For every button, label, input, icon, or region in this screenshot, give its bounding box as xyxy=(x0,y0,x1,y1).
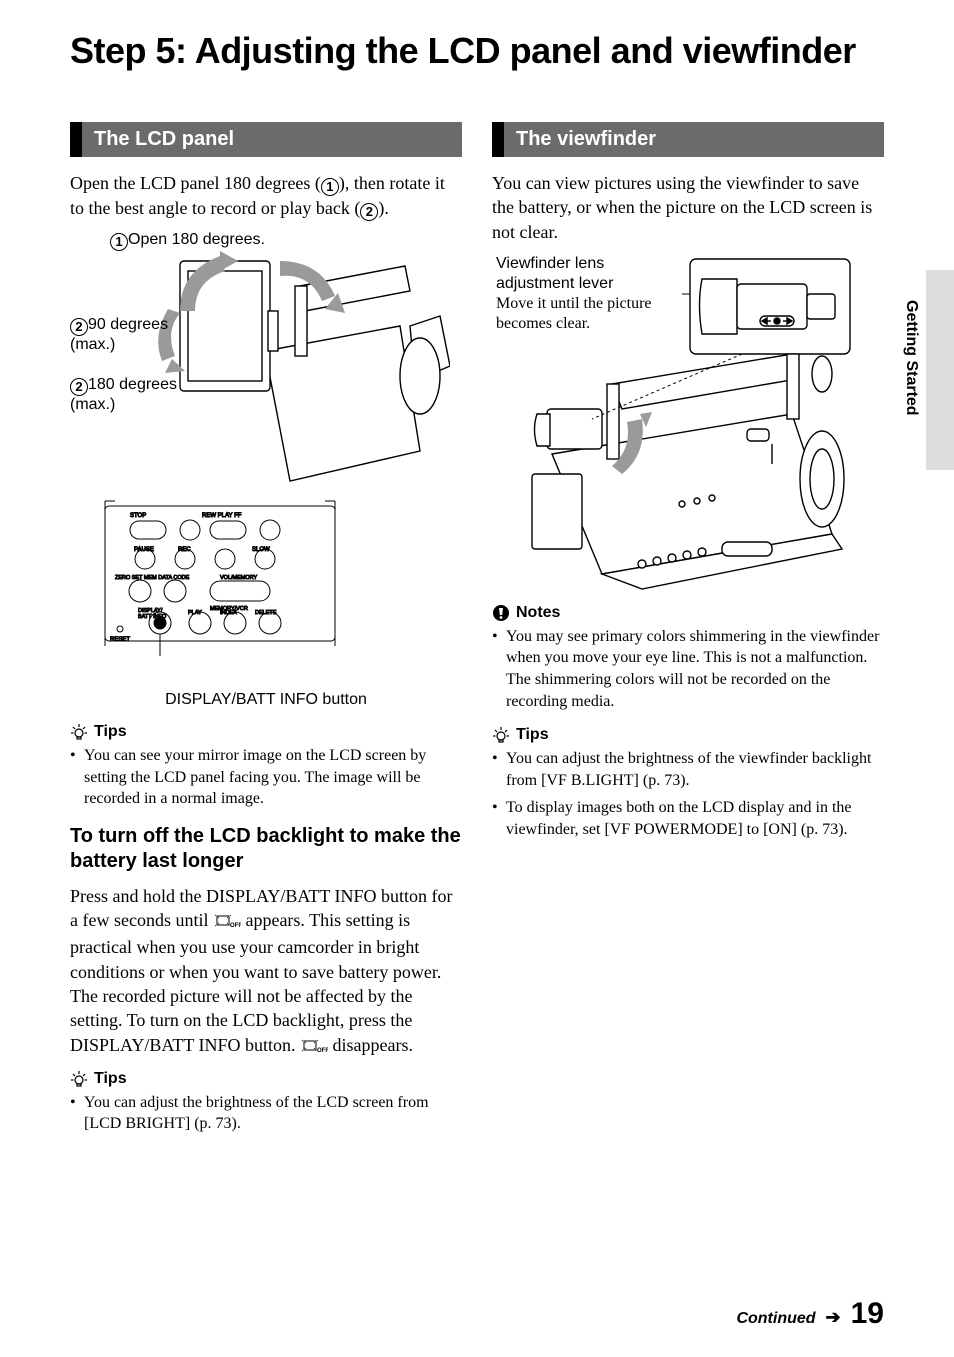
lcd-off-icon: OFF xyxy=(300,1036,328,1060)
svg-text:REW PLAY FF: REW PLAY FF xyxy=(202,513,242,519)
lcd-illustration-svg: RESET STOP REW PLAY FF PAUSE REC SLOW ZE… xyxy=(70,231,450,661)
annot-line: Viewfinder lens xyxy=(496,254,652,274)
text-fragment: Open the LCD panel 180 degrees ( xyxy=(70,173,321,193)
svg-text:PLAY: PLAY xyxy=(188,610,202,616)
tips-list-1: You can see your mirror image on the LCD… xyxy=(70,745,462,810)
viewfinder-figure: Viewfinder lens adjustment lever Move it… xyxy=(492,254,884,594)
tip-item: To display images both on the LCD displa… xyxy=(492,797,884,840)
continued-arrow-icon: ➔ xyxy=(826,1307,841,1328)
page-number: 19 xyxy=(851,1297,884,1331)
svg-text:MEMORY/VCR: MEMORY/VCR xyxy=(210,606,248,612)
lcd-figure: 1Open 180 degrees. 290 degrees (max.) 21… xyxy=(70,231,462,681)
tip-item: You can adjust the brightness of the LCD… xyxy=(70,1092,462,1135)
note-icon xyxy=(492,604,510,622)
tips-list-right: You can adjust the brightness of the vie… xyxy=(492,748,884,840)
continued-label: Continued xyxy=(736,1310,815,1328)
tip-item: You can see your mirror image on the LCD… xyxy=(70,745,462,810)
svg-text:OFF: OFF xyxy=(317,1048,328,1054)
svg-text:PAUSE: PAUSE xyxy=(134,547,154,553)
circled-2-icon: 2 xyxy=(360,203,378,221)
annot-180deg: 2180 degrees (max.) xyxy=(70,376,190,414)
svg-text:REC: REC xyxy=(178,547,191,553)
display-batt-caption: DISPLAY/BATT INFO button xyxy=(70,691,462,709)
annot-line: Move it until the picture xyxy=(496,294,652,314)
backlight-subheading: To turn off the LCD backlight to make th… xyxy=(70,824,462,874)
annot-lever: Viewfinder lens adjustment lever Move it… xyxy=(496,254,652,334)
page-footer: Continued ➔ 19 xyxy=(736,1297,884,1331)
tip-bulb-icon xyxy=(492,726,510,744)
tips-label: Tips xyxy=(516,726,549,744)
page-title: Step 5: Adjusting the LCD panel and view… xyxy=(70,30,884,72)
tip-item: You can adjust the brightness of the vie… xyxy=(492,748,884,791)
side-label: Getting Started xyxy=(902,300,920,416)
tips-list-2: You can adjust the brightness of the LCD… xyxy=(70,1092,462,1135)
svg-text:VOL/MEMORY: VOL/MEMORY xyxy=(220,575,258,581)
svg-text:DELETE: DELETE xyxy=(255,610,277,616)
text-fragment: ). xyxy=(378,198,389,218)
text-fragment: appears. This setting is practical when … xyxy=(70,910,441,1054)
annot-line: adjustment lever xyxy=(496,274,652,294)
right-column: The viewfinder You can view pictures usi… xyxy=(492,122,884,1149)
svg-text:ZERO SET MEM DATA CODE: ZERO SET MEM DATA CODE xyxy=(115,575,190,581)
tips-label: Tips xyxy=(94,723,127,741)
note-item: You may see primary colors shimmering in… xyxy=(492,626,884,712)
section-heading-lcd: The LCD panel xyxy=(70,122,462,157)
backlight-paragraph: Press and hold the DISPLAY/BATT INFO but… xyxy=(70,884,462,1060)
lcd-off-icon: OFF xyxy=(213,911,241,935)
text-fragment: disappears. xyxy=(328,1035,413,1055)
annot-open-180: 1Open 180 degrees. xyxy=(110,231,265,251)
two-column-layout: The LCD panel Open the LCD panel 180 deg… xyxy=(70,122,884,1149)
annot-text: Open 180 degrees. xyxy=(128,231,265,248)
tips-heading: Tips xyxy=(492,726,884,744)
notes-label: Notes xyxy=(516,604,560,622)
svg-text:SLOW: SLOW xyxy=(252,547,270,553)
circled-1-icon: 1 xyxy=(321,178,339,196)
tips-heading: Tips xyxy=(70,723,462,741)
side-tab xyxy=(926,270,954,470)
annot-90deg: 290 degrees (max.) xyxy=(70,316,180,354)
annot-line: becomes clear. xyxy=(496,314,652,334)
circled-2-icon: 2 xyxy=(70,318,88,336)
section-heading-viewfinder: The viewfinder xyxy=(492,122,884,157)
tips-heading: Tips xyxy=(70,1070,462,1088)
circled-2-icon: 2 xyxy=(70,378,88,396)
notes-heading: Notes xyxy=(492,604,884,622)
tip-bulb-icon xyxy=(70,1070,88,1088)
page-container: Step 5: Adjusting the LCD panel and view… xyxy=(0,0,954,1357)
viewfinder-intro: You can view pictures using the viewfind… xyxy=(492,171,884,244)
tip-bulb-icon xyxy=(70,723,88,741)
svg-text:BATT INFO: BATT INFO xyxy=(138,614,167,620)
notes-list: You may see primary colors shimmering in… xyxy=(492,626,884,712)
tips-label: Tips xyxy=(94,1070,127,1088)
svg-text:STOP: STOP xyxy=(130,513,146,519)
svg-text:OFF: OFF xyxy=(230,923,241,929)
lcd-intro-text: Open the LCD panel 180 degrees (1), then… xyxy=(70,171,462,221)
svg-text:RESET: RESET xyxy=(110,637,130,643)
circled-1-icon: 1 xyxy=(110,233,128,251)
left-column: The LCD panel Open the LCD panel 180 deg… xyxy=(70,122,462,1149)
